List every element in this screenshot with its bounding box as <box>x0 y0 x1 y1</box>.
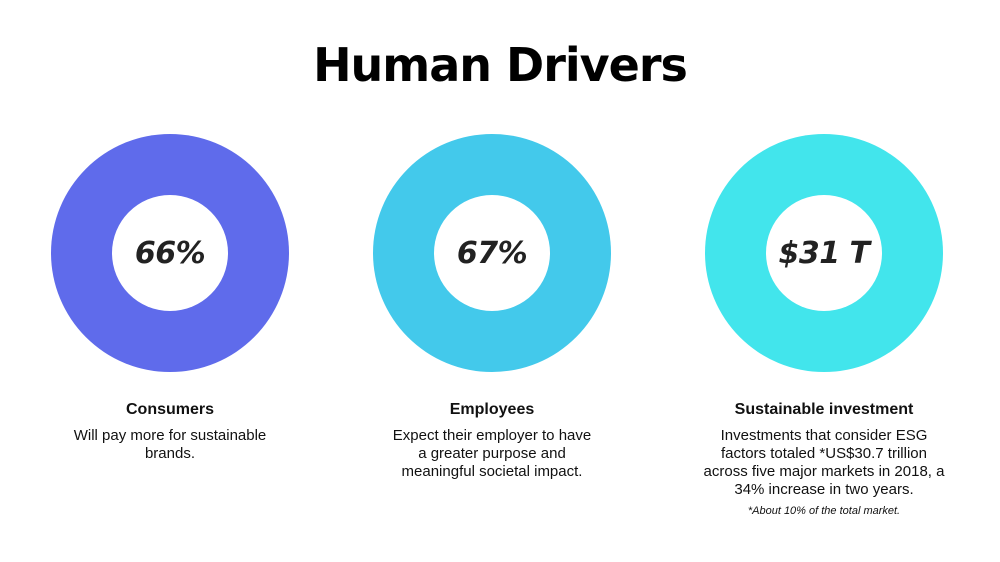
employees-description: Expect their employer to have a greater … <box>342 427 642 481</box>
consumers-donut-center: 66% <box>112 195 228 311</box>
consumers-description: Will pay more for sustainable brands. <box>20 427 320 463</box>
consumers-description-line: Will pay more for sustainable <box>73 427 267 444</box>
investment-stat: $31 T <box>778 235 870 271</box>
investment-heading: Sustainable investment <box>734 401 914 418</box>
investment-description-line: factors totaled *US$30.7 trillion <box>721 445 927 462</box>
investment-description-line: across five major markets in 2018, a <box>703 463 945 480</box>
investment-description: Investments that consider ESG factors to… <box>674 427 974 499</box>
employees-heading: Employees <box>449 401 535 418</box>
investment-footnote: *About 10% of the total market. <box>747 505 901 517</box>
employees-donut-center: 67% <box>434 195 550 311</box>
investment-donut-center: $31 T <box>766 195 882 311</box>
investment-description-line: Investments that consider ESG <box>720 427 928 444</box>
employees-stat: 67% <box>456 235 528 271</box>
investment-donut: $31 T <box>705 134 943 372</box>
investment-description-line: 34% increase in two years. <box>734 481 914 498</box>
page-title: Human Drivers <box>313 38 688 92</box>
employees-donut: 67% <box>373 134 611 372</box>
consumers-stat: 66% <box>134 235 206 271</box>
consumers-description-line: brands. <box>144 445 196 462</box>
consumers-heading: Consumers <box>125 401 215 418</box>
employees-description-line: Expect their employer to have <box>392 427 592 444</box>
employees-description-line: a greater purpose and <box>418 445 566 462</box>
employees-description-line: meaningful societal impact. <box>401 463 583 480</box>
consumers-donut: 66% <box>51 134 289 372</box>
